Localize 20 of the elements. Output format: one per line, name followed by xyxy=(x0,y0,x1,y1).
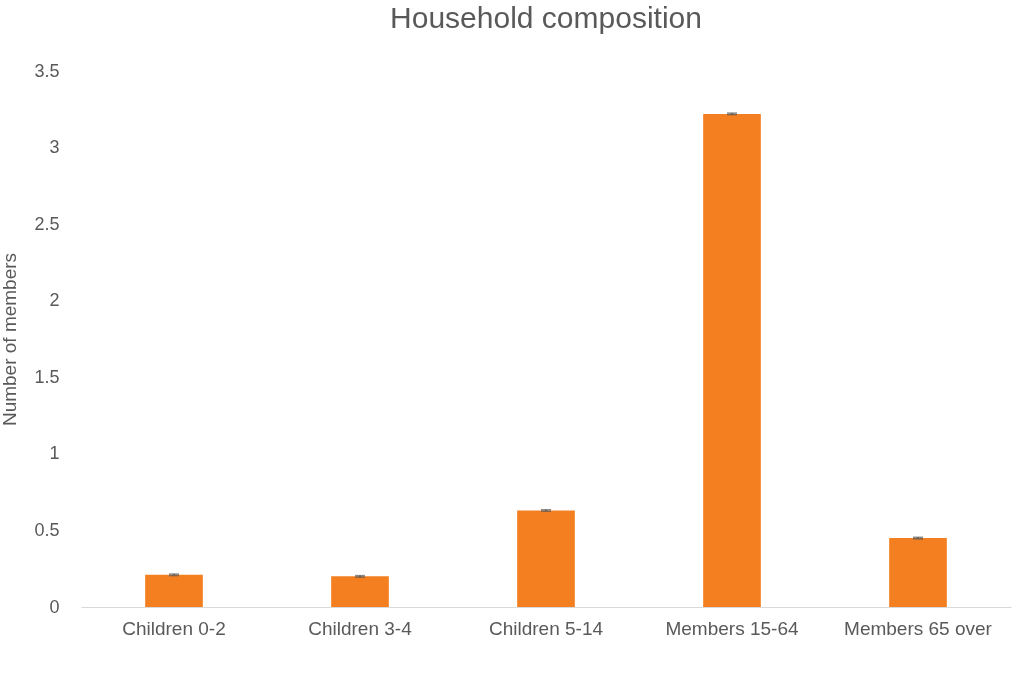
bar xyxy=(517,510,575,607)
x-tick-label: Members 15-64 xyxy=(665,617,799,639)
x-tick-label: Members 65 over xyxy=(844,617,993,639)
y-tick-label: 2 xyxy=(49,290,60,311)
y-axis-title: Number of members xyxy=(0,252,21,427)
chart-title: Household composition xyxy=(390,1,702,34)
x-tick-label: Children 0-2 xyxy=(122,617,226,639)
y-tick-label: 2.5 xyxy=(34,213,60,234)
x-tick-label: Children 3-4 xyxy=(308,617,413,639)
bar xyxy=(145,574,203,607)
y-tick-label: 1.5 xyxy=(34,366,60,387)
y-tick-label: 3.5 xyxy=(34,60,60,81)
x-tick-label: Children 5-14 xyxy=(488,617,604,639)
bar xyxy=(889,538,947,607)
y-tick-label: 3 xyxy=(49,137,60,158)
y-tick-label: 0.5 xyxy=(34,519,60,540)
y-tick-label: 0 xyxy=(49,596,60,617)
y-tick-label: 1 xyxy=(49,443,60,464)
bar xyxy=(331,576,389,607)
bar xyxy=(703,113,761,607)
